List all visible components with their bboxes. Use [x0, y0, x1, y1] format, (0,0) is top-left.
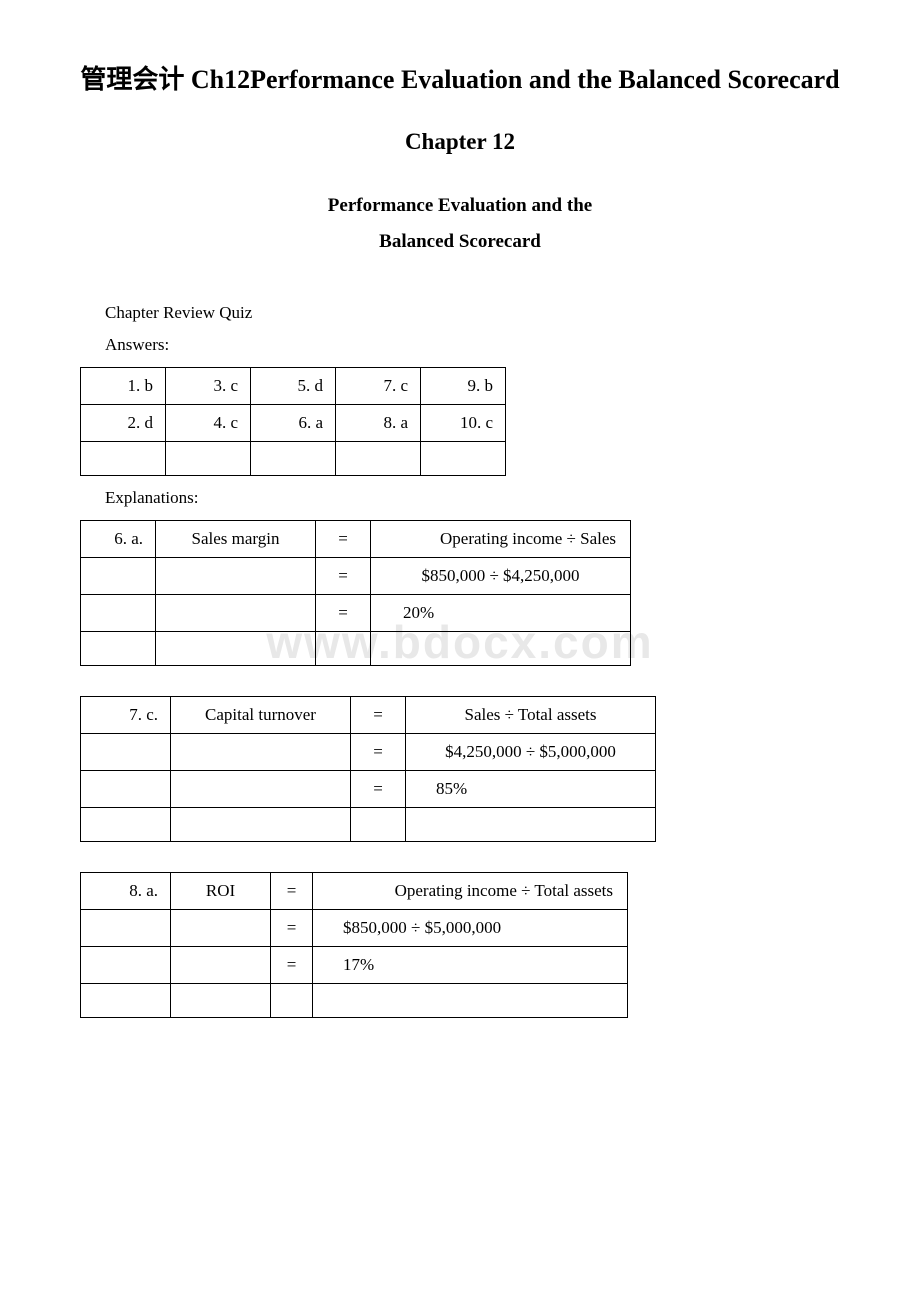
empty-cell — [271, 984, 313, 1018]
calculation-cell: $4,250,000 ÷ $5,000,000 — [406, 734, 656, 771]
empty-cell — [313, 984, 628, 1018]
question-number: 6. a. — [81, 521, 156, 558]
equals-sign: = — [316, 595, 371, 632]
main-title: 管理会计 Ch12Performance Evaluation and the … — [70, 60, 850, 99]
empty-cell — [316, 632, 371, 666]
table-row: 6. a. Sales margin = Operating income ÷ … — [81, 521, 631, 558]
explanation-7-table: 7. c. Capital turnover = Sales ÷ Total a… — [80, 696, 656, 842]
table-row: = $850,000 ÷ $4,250,000 — [81, 558, 631, 595]
table-row: = 20% — [81, 595, 631, 632]
formula-cell: Operating income ÷ Total assets — [313, 873, 628, 910]
result-cell: 17% — [313, 947, 628, 984]
empty-cell — [156, 558, 316, 595]
table-row: = $4,250,000 ÷ $5,000,000 — [81, 734, 656, 771]
answer-cell: 1. b — [81, 368, 166, 405]
question-number: 7. c. — [81, 697, 171, 734]
answer-cell: 3. c — [166, 368, 251, 405]
answer-cell: 7. c — [336, 368, 421, 405]
empty-cell — [156, 632, 316, 666]
table-row: 1. b 3. c 5. d 7. c 9. b — [81, 368, 506, 405]
formula-cell: Operating income ÷ Sales — [371, 521, 631, 558]
table-row: = $850,000 ÷ $5,000,000 — [81, 910, 628, 947]
equals-sign: = — [271, 947, 313, 984]
answer-cell: 4. c — [166, 405, 251, 442]
explanations-label: Explanations: — [105, 488, 850, 508]
table-row — [81, 808, 656, 842]
empty-cell — [171, 808, 351, 842]
table-row — [81, 442, 506, 476]
empty-cell — [336, 442, 421, 476]
equals-sign: = — [351, 771, 406, 808]
empty-cell — [166, 442, 251, 476]
explanation-6-table: 6. a. Sales margin = Operating income ÷ … — [80, 520, 631, 666]
calculation-cell: $850,000 ÷ $5,000,000 — [313, 910, 628, 947]
answer-cell: 8. a — [336, 405, 421, 442]
answer-cell: 6. a — [251, 405, 336, 442]
table-row: 7. c. Capital turnover = Sales ÷ Total a… — [81, 697, 656, 734]
table-row: = 85% — [81, 771, 656, 808]
empty-cell — [81, 632, 156, 666]
equals-sign: = — [271, 873, 313, 910]
answer-cell: 5. d — [251, 368, 336, 405]
equals-sign: = — [351, 697, 406, 734]
equals-sign: = — [316, 521, 371, 558]
empty-cell — [171, 734, 351, 771]
empty-cell — [421, 442, 506, 476]
metric-label: ROI — [171, 873, 271, 910]
table-row: = 17% — [81, 947, 628, 984]
empty-cell — [81, 442, 166, 476]
equals-sign: = — [316, 558, 371, 595]
result-cell: 85% — [406, 771, 656, 808]
explanation-8-table: 8. a. ROI = Operating income ÷ Total ass… — [80, 872, 628, 1018]
answer-cell: 9. b — [421, 368, 506, 405]
empty-cell — [81, 595, 156, 632]
document-content: 管理会计 Ch12Performance Evaluation and the … — [70, 60, 850, 1018]
table-row — [81, 632, 631, 666]
question-number: 8. a. — [81, 873, 171, 910]
answer-cell: 10. c — [421, 405, 506, 442]
answers-label: Answers: — [105, 335, 850, 355]
empty-cell — [171, 771, 351, 808]
table-row: 2. d 4. c 6. a 8. a 10. c — [81, 405, 506, 442]
empty-cell — [81, 910, 171, 947]
empty-cell — [81, 947, 171, 984]
quiz-section-label: Chapter Review Quiz — [105, 303, 850, 323]
metric-label: Sales margin — [156, 521, 316, 558]
empty-cell — [81, 808, 171, 842]
formula-cell: Sales ÷ Total assets — [406, 697, 656, 734]
answer-cell: 2. d — [81, 405, 166, 442]
empty-cell — [351, 808, 406, 842]
empty-cell — [156, 595, 316, 632]
empty-cell — [406, 808, 656, 842]
empty-cell — [171, 984, 271, 1018]
empty-cell — [81, 984, 171, 1018]
table-row: 8. a. ROI = Operating income ÷ Total ass… — [81, 873, 628, 910]
empty-cell — [171, 910, 271, 947]
empty-cell — [171, 947, 271, 984]
equals-sign: = — [351, 734, 406, 771]
empty-cell — [81, 734, 171, 771]
subtitle-line-2: Balanced Scorecard — [70, 231, 850, 253]
table-row — [81, 984, 628, 1018]
chapter-title: Chapter 12 — [70, 129, 850, 155]
metric-label: Capital turnover — [171, 697, 351, 734]
empty-cell — [81, 771, 171, 808]
empty-cell — [251, 442, 336, 476]
calculation-cell: $850,000 ÷ $4,250,000 — [371, 558, 631, 595]
answers-table: 1. b 3. c 5. d 7. c 9. b 2. d 4. c 6. a … — [80, 367, 506, 476]
subtitle-line-1: Performance Evaluation and the — [70, 195, 850, 217]
empty-cell — [371, 632, 631, 666]
empty-cell — [81, 558, 156, 595]
equals-sign: = — [271, 910, 313, 947]
result-cell: 20% — [371, 595, 631, 632]
